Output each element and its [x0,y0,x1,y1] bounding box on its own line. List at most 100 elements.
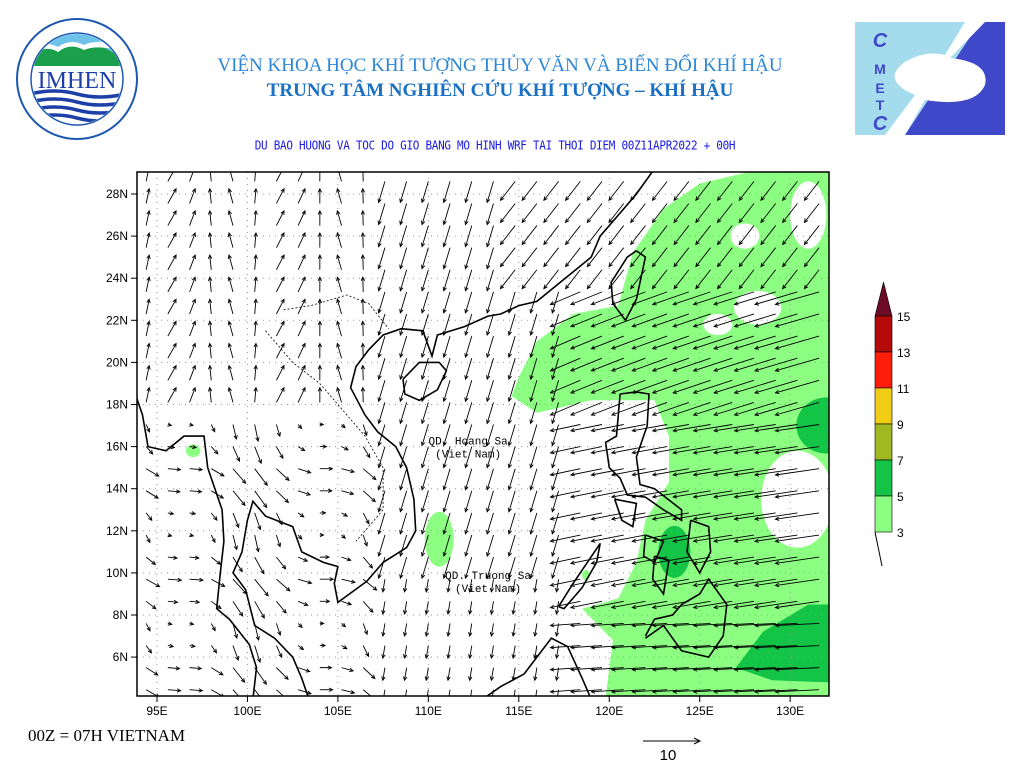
wind-arrow [693,357,733,372]
wind-arrowhead [590,582,596,587]
map-frame [136,171,830,697]
wind-arrowhead [377,463,382,469]
wind-arrow [500,269,516,289]
wind-arrowhead [753,582,759,588]
wind-arrowhead [631,623,637,628]
wind-arrow [591,667,624,671]
wind-arrow [399,556,408,579]
wind-arrowhead [172,364,177,370]
coastline [557,542,601,610]
wind-arrow [652,556,689,564]
wind-arrowhead [651,367,657,372]
colorbar-min-line [874,531,883,567]
wind-arrowhead [713,367,719,372]
wind-arrow [611,335,646,350]
wind-arrow [341,689,355,694]
wind-arrow [211,578,225,587]
wind-arrow [341,645,348,650]
wind-arrowhead [753,389,759,394]
wind-arrow [145,446,154,455]
wind-arrow [713,578,755,586]
wind-arrow [652,512,689,520]
wind-arrowhead [301,254,306,260]
cmetc-logo: C MET C [855,22,1005,135]
wind-arrow [145,172,149,182]
wind-arrow [189,365,196,381]
lon-tick-label: 120E [595,704,623,718]
wind-arrowhead [349,491,355,496]
wind-arrowhead [381,587,386,593]
wind-arrowhead [399,330,404,336]
wind-arrow [491,689,494,696]
wind-arrow [775,401,820,416]
wind-arrowhead [238,567,243,573]
wind-arrow [443,446,451,468]
wind-arrowhead [370,674,376,680]
wind-arrowhead [529,397,534,403]
wind-arrowhead [569,623,575,628]
wind-arrowhead [713,389,719,394]
wind-arrowhead [402,654,408,660]
wind-arrow [421,225,429,247]
wind-arrowhead [420,529,426,535]
wind-arrowhead [529,485,534,491]
wind-arrowhead [442,574,447,580]
wind-arrow [469,645,473,659]
wind-arrow [754,468,798,476]
wind-arrowhead [280,298,285,304]
wind-arrowhead [692,667,698,672]
wind-arrowhead [420,485,426,491]
wind-arrowhead [238,611,244,617]
wind-arrowhead [260,569,265,575]
wind-arrowhead [672,323,678,328]
wind-arrow [570,313,603,328]
wind-arrowhead [564,262,570,268]
wind-arrowhead [420,220,426,226]
wind-arrowhead [586,262,592,268]
wind-arrow [399,247,408,269]
wind-arrow [254,188,257,204]
wind-arrow [570,689,603,693]
wind-arrowhead [263,481,268,487]
wind-arrow [734,578,776,586]
imhen-logo: IMHEN [16,18,138,140]
wind-arrow [297,600,308,606]
wind-arrowhead [399,242,404,248]
wind-arrowhead [253,276,258,282]
wind-arrowhead [713,538,719,543]
wind-arrowhead [371,497,376,503]
wind-arrowhead [586,196,592,202]
wind-arrow [297,276,306,293]
wind-arrowhead [610,516,616,521]
wind-arrowhead [672,538,678,543]
wind-arrow [591,313,624,328]
wind-arrowhead [774,323,780,328]
wind-arrow [421,247,429,269]
wind-arrow [210,623,216,631]
wind-arrow [232,667,245,683]
wind-arrow [443,358,451,380]
wind-arrowhead [692,450,698,455]
wind-arrow [470,689,473,696]
wind-arrow [399,225,408,247]
wind-arrow [486,269,494,291]
wind-arrow [145,600,157,610]
wind-arrowhead [197,666,203,671]
wind-arrow [775,335,820,350]
wind-arrowhead [319,422,325,427]
wind-arrowhead [377,308,382,314]
wind-arrowhead [486,529,491,535]
wind-arrow [530,402,538,424]
wind-arrowhead [733,323,739,328]
wind-arrow [508,490,516,512]
wind-arrowhead [774,450,780,455]
wind-arrowhead [489,609,495,615]
wind-arrow [362,490,376,502]
wind-arrow [611,424,646,432]
wind-arrow [189,556,199,559]
wind-arrowhead [630,196,635,202]
wind-arrow [232,645,239,661]
wind-arrow [232,623,238,639]
wind-arrow [652,401,689,416]
wind-arrow [550,335,581,350]
